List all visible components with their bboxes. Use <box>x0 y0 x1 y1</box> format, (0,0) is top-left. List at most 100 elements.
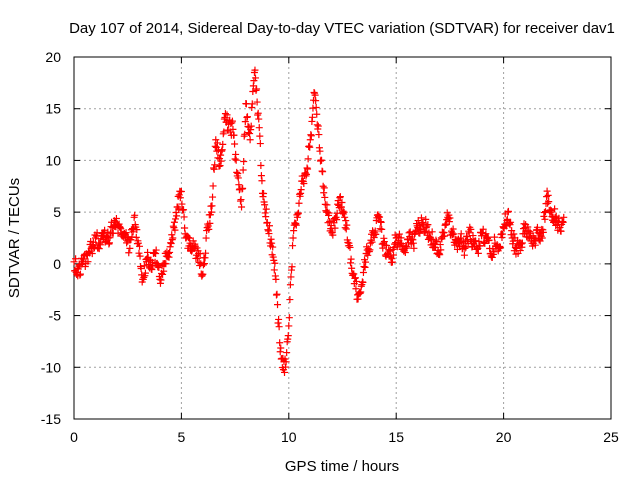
data-point <box>294 209 302 217</box>
data-point <box>312 104 320 112</box>
data-point <box>403 244 411 252</box>
data-point <box>176 194 184 202</box>
data-point <box>275 323 283 331</box>
data-point <box>155 263 163 271</box>
data-point <box>474 249 482 257</box>
data-point <box>170 218 178 226</box>
data-point <box>388 258 396 266</box>
data-point <box>428 228 436 236</box>
data-point <box>359 278 367 286</box>
data-point <box>209 193 217 201</box>
data-point <box>395 230 403 238</box>
data-point <box>544 199 552 207</box>
data-point <box>271 259 279 267</box>
data-point <box>246 130 254 138</box>
data-point <box>177 187 185 195</box>
data-point <box>143 255 151 263</box>
data-point <box>304 155 312 163</box>
data-point <box>377 218 385 226</box>
data-point <box>376 225 384 233</box>
data-point <box>242 100 250 108</box>
data-point <box>476 242 484 250</box>
data-point <box>295 199 303 207</box>
data-point <box>246 136 254 144</box>
data-point <box>256 140 264 148</box>
data-point <box>248 100 256 108</box>
data-point <box>231 140 239 148</box>
data-point <box>307 132 315 140</box>
x-tick-label: 20 <box>496 429 512 445</box>
data-point <box>541 215 549 223</box>
data-point <box>469 232 477 240</box>
data-point <box>347 255 355 263</box>
data-point <box>209 182 217 190</box>
data-point <box>140 262 148 270</box>
data-point <box>141 269 149 277</box>
data-point <box>313 110 321 118</box>
data-point <box>422 215 430 223</box>
data-point <box>167 240 175 248</box>
data-point <box>140 273 148 281</box>
data-point <box>212 136 220 144</box>
data-point <box>273 290 281 298</box>
data-point <box>285 322 293 330</box>
data-point <box>352 285 360 293</box>
data-point <box>162 260 170 268</box>
y-tick-label: -15 <box>41 411 61 427</box>
data-point <box>450 230 458 238</box>
data-point <box>544 191 552 199</box>
data-point <box>288 263 296 271</box>
data-point <box>352 278 360 286</box>
y-tick-labels: -15 -10 -5 0 5 10 15 20 <box>41 49 61 427</box>
data-point <box>239 166 247 174</box>
data-point <box>148 265 156 273</box>
data-point <box>436 251 444 259</box>
data-point <box>346 243 354 251</box>
data-point <box>499 230 507 238</box>
data-point <box>437 246 445 254</box>
data-point <box>378 225 386 233</box>
data-point <box>252 74 260 82</box>
data-point <box>112 214 120 222</box>
data-point <box>516 247 524 255</box>
data-point <box>169 234 177 242</box>
data-point <box>503 215 511 223</box>
data-point <box>350 270 358 278</box>
data-point <box>518 239 526 247</box>
data-point <box>202 249 210 257</box>
data-point <box>152 246 160 254</box>
data-point <box>467 225 475 233</box>
data-point <box>251 66 259 74</box>
data-point <box>312 97 320 105</box>
data-point <box>424 221 432 229</box>
data-point <box>211 161 219 169</box>
data-point <box>217 157 225 165</box>
data-point <box>217 151 225 159</box>
data-point <box>269 243 277 251</box>
y-tick-label: 10 <box>45 152 61 168</box>
data-point <box>507 218 515 226</box>
data-point <box>284 332 292 340</box>
data-point <box>70 258 78 266</box>
data-point <box>96 241 104 249</box>
data-point <box>219 140 227 148</box>
data-point <box>260 190 268 198</box>
data-point <box>175 205 183 213</box>
data-point <box>481 239 489 247</box>
data-point <box>136 252 144 260</box>
data-point <box>76 270 84 278</box>
data-point <box>306 143 314 151</box>
data-point <box>326 218 334 226</box>
x-axis-label: GPS time / hours <box>285 458 399 475</box>
data-point <box>133 226 141 234</box>
data-point <box>72 255 80 263</box>
data-point <box>496 244 504 252</box>
data-point <box>362 258 370 266</box>
data-point <box>255 124 263 132</box>
data-point <box>216 162 224 170</box>
data-point <box>366 246 374 254</box>
x-tick-labels: 0 5 10 15 20 25 <box>70 429 619 445</box>
data-point <box>333 216 341 224</box>
data-point <box>319 168 327 176</box>
data-point <box>338 199 346 207</box>
